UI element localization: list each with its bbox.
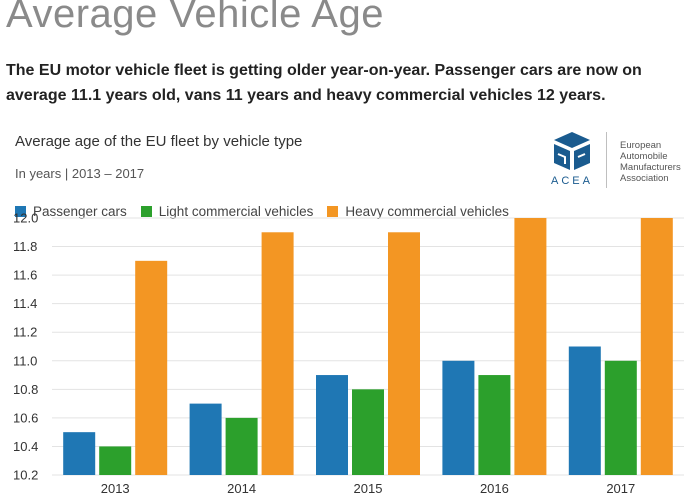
logo-divider — [606, 132, 607, 188]
y-tick-label: 11.0 — [13, 353, 37, 368]
acea-logo: ACEA European Automobile Manufacturers A… — [550, 128, 693, 190]
y-tick-label: 11.8 — [13, 239, 37, 254]
y-tick-label: 11.6 — [13, 268, 37, 283]
y-tick-label: 11.4 — [13, 296, 37, 311]
x-tick-label: 2016 — [480, 481, 509, 496]
x-tick-label: 2017 — [606, 481, 635, 496]
bar-heavy-commercial-vehicles-2016 — [514, 218, 547, 475]
acea-cube-icon — [554, 132, 590, 170]
legend-label: Passenger cars — [33, 204, 127, 219]
y-tick-label: 10.6 — [13, 410, 38, 425]
logo-name-line: Manufacturers — [620, 162, 681, 173]
bar-light-commercial-vehicles-2015 — [352, 389, 384, 475]
legend-item-passenger-cars[interactable]: Passenger cars — [15, 204, 127, 219]
intro-text: The EU motor vehicle fleet is getting ol… — [6, 62, 642, 104]
bar-heavy-commercial-vehicles-2014 — [261, 232, 294, 475]
chart-subtitle: In years | 2013 – 2017 — [15, 166, 145, 181]
page-title: Average Vehicle Age — [6, 0, 384, 36]
legend-swatch — [327, 206, 339, 217]
y-tick-label: 10.2 — [13, 468, 38, 483]
logo-name: European Automobile Manufacturers Associ… — [620, 140, 681, 184]
bar-passenger-cars-2013 — [63, 432, 96, 475]
y-tick-label: 12.0 — [13, 211, 38, 226]
y-tick-label: 11.2 — [13, 325, 37, 340]
bar-passenger-cars-2015 — [316, 375, 348, 475]
x-tick-label: 2013 — [101, 481, 130, 496]
chart-title: Average age of the EU fleet by vehicle t… — [15, 133, 303, 150]
logo-name-line: Automobile — [620, 151, 668, 162]
y-tick-label: 10.8 — [13, 382, 38, 397]
logo-name-line: European — [620, 140, 662, 151]
bar-passenger-cars-2014 — [189, 403, 222, 475]
legend-swatch — [140, 206, 152, 217]
bar-light-commercial-vehicles-2014 — [225, 417, 258, 475]
bar-light-commercial-vehicles-2016 — [478, 375, 511, 475]
y-tick-label: 10.4 — [13, 439, 38, 454]
legend-item-heavy-commercial[interactable]: Heavy commercial vehicles — [327, 204, 509, 219]
bar-heavy-commercial-vehicles-2017 — [640, 218, 673, 475]
logo-acronym: ACEA — [551, 175, 593, 187]
bar-passenger-cars-2016 — [442, 360, 475, 475]
legend-item-light-commercial[interactable]: Light commercial vehicles — [140, 204, 314, 219]
legend-label: Heavy commercial vehicles — [345, 204, 509, 219]
bar-light-commercial-vehicles-2017 — [604, 360, 637, 475]
bar-light-commercial-vehicles-2013 — [99, 446, 132, 475]
legend-swatch — [15, 206, 26, 217]
x-tick-label: 2014 — [227, 481, 256, 496]
bar-heavy-commercial-vehicles-2013 — [135, 260, 168, 475]
legend-label: Light commercial vehicles — [158, 204, 314, 219]
chart-legend: Passenger cars Light commercial vehicles… — [15, 204, 509, 219]
bar-heavy-commercial-vehicles-2015 — [388, 232, 420, 475]
bar-passenger-cars-2017 — [568, 346, 601, 475]
logo-name-line: Association — [620, 173, 669, 184]
x-tick-label: 2015 — [354, 481, 383, 496]
